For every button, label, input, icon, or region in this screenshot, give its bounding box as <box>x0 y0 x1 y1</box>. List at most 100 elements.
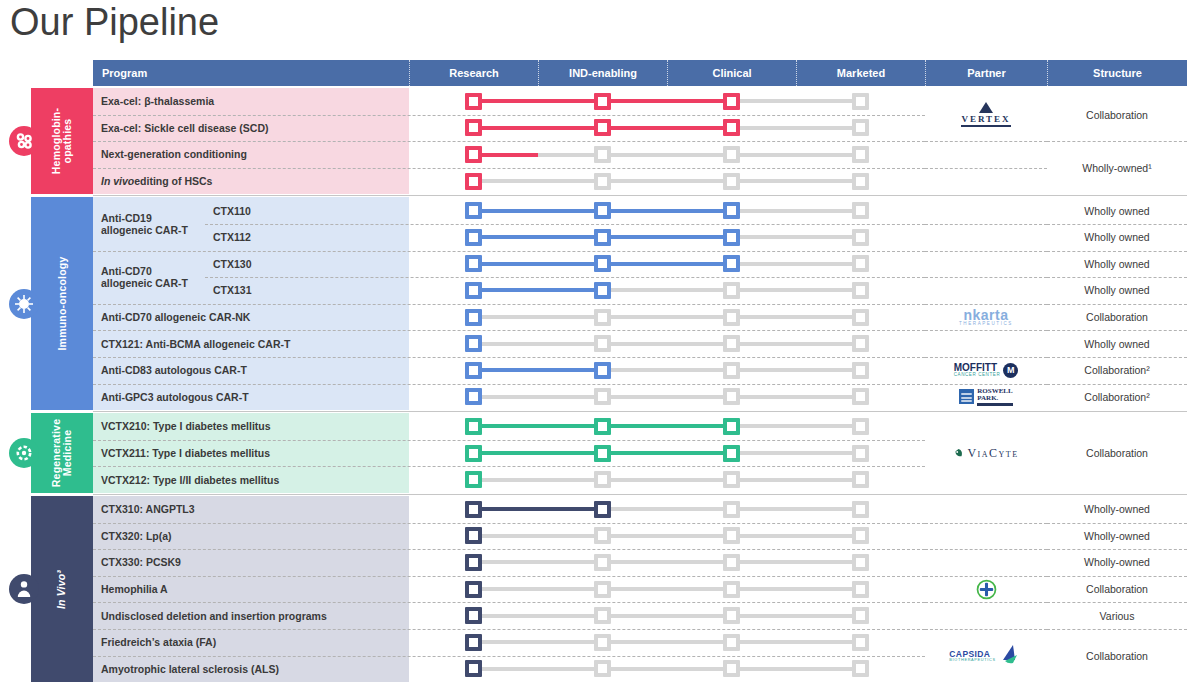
progress-line-inactive <box>739 262 853 266</box>
stage-marker-clinical <box>723 202 740 219</box>
row-separator-dash-structure <box>1047 576 1187 577</box>
row-separator-dash-structure <box>1047 304 1187 305</box>
stage-marker-clinical <box>723 501 740 518</box>
row-separator-dash <box>205 224 925 225</box>
stage-marker-ind-enabling <box>594 93 611 110</box>
row-separator-dash <box>93 384 925 385</box>
stage-marker-research <box>465 309 482 326</box>
row-separator-dash-structure <box>1047 277 1187 278</box>
roswell-logo-row: ROSWELLPARK. <box>959 388 1012 406</box>
bayer-cross-icon <box>976 579 997 600</box>
stage-marker-marketed <box>852 202 869 219</box>
progress-line-inactive <box>739 587 853 591</box>
stage-marker-ind-enabling <box>594 471 611 488</box>
structure-label: Collaboration <box>1047 88 1187 141</box>
progress-line-inactive <box>610 179 724 183</box>
progress-line-inactive <box>739 153 853 157</box>
stage-marker-marketed <box>852 309 869 326</box>
structure-label: Various <box>1047 602 1187 629</box>
stage-marker-clinical <box>723 527 740 544</box>
program-cell: VCTX210: Type I diabetes mellitus <box>93 413 409 440</box>
row-separator-dash-partner <box>925 629 1047 630</box>
group-separator-line <box>93 411 1187 412</box>
stage-marker-research <box>465 471 482 488</box>
progress-line-active <box>610 262 724 266</box>
stage-marker-research <box>465 445 482 462</box>
structure-label: Collaboration² <box>1047 357 1187 384</box>
progress-line-active <box>610 235 724 239</box>
structure-label: Collaboration <box>1047 413 1187 493</box>
row-separator-dash-structure <box>1047 357 1187 358</box>
progress-line-inactive <box>481 478 595 482</box>
progress-line-inactive <box>610 315 724 319</box>
progress-line-inactive <box>481 587 595 591</box>
structure-label: Collaboration <box>1047 629 1187 682</box>
row-separator-dash-partner <box>925 549 1047 550</box>
partner-logo-subtext: THERAPEUTICS <box>959 321 1013 326</box>
row-separator-dash <box>93 330 925 331</box>
stage-marker-ind-enabling <box>594 501 611 518</box>
program-main-label: Anti-CD19 allogeneic CAR-T <box>101 197 205 250</box>
program-cell: VCTX211: Type I diabetes mellitus <box>93 440 409 467</box>
group-bar-in-vivo: In Vivo³ <box>31 496 93 682</box>
program-label: VCTX212: Type I/II diabetes mellitus <box>93 466 409 493</box>
program-label: Hemophilia A <box>93 576 409 603</box>
stage-marker-research <box>465 554 482 571</box>
partner-logo-roswell: ROSWELLPARK. <box>959 388 1012 406</box>
row-separator-dash-structure <box>1047 523 1187 524</box>
pipeline-groups: Hemoglobin- opathiesExa-cel: β-thalassem… <box>8 88 1187 683</box>
program-label: CTX330: PCSK9 <box>93 549 409 576</box>
progress-line-inactive <box>610 587 724 591</box>
row-separator-dash-structure <box>1047 602 1187 603</box>
program-label: Anti-CD70 allogeneic CAR-NK <box>93 304 409 331</box>
stage-marker-research <box>465 362 482 379</box>
viacyte-leaf-icon <box>953 448 964 459</box>
program-cell: Exa-cel: β-thalassemia <box>93 88 409 115</box>
column-header-clinical: Clinical <box>667 60 796 86</box>
progress-line-active <box>610 126 724 130</box>
partner-cell: ROSWELLPARK. <box>925 384 1047 411</box>
progress-line-inactive <box>481 534 595 538</box>
stage-marker-clinical <box>723 418 740 435</box>
progress-line-inactive <box>610 478 724 482</box>
stage-marker-clinical <box>723 388 740 405</box>
row-separator-dash-partner <box>925 168 1047 169</box>
stage-marker-research <box>465 527 482 544</box>
stage-marker-research <box>465 335 482 352</box>
row-separator-dash-partner <box>925 141 1047 142</box>
structure-label: Wholly-owned <box>1047 523 1187 550</box>
stage-marker-ind-enabling <box>594 418 611 435</box>
stage-marker-clinical <box>723 634 740 651</box>
roswell-square-icon <box>959 389 974 404</box>
progress-line-inactive <box>739 126 853 130</box>
progress-line-inactive <box>481 342 595 346</box>
partner-logo-text: nkarta <box>963 309 1008 321</box>
progress-line-partial <box>481 153 538 157</box>
progress-line-inactive <box>739 179 853 183</box>
stage-marker-clinical <box>723 471 740 488</box>
pipeline-group-immuno-oncology: Immuno-oncologyCTX110CTX112CTX130CTX131A… <box>8 197 1187 410</box>
program-cell: Anti-CD83 autologous CAR-T <box>93 357 409 384</box>
partner-logo-text: VERTEX <box>961 114 1010 127</box>
program-cell: CTX330: PCSK9 <box>93 549 409 576</box>
roswell-bar <box>977 403 1012 406</box>
stage-marker-ind-enabling <box>594 282 611 299</box>
stage-marker-ind-enabling <box>594 527 611 544</box>
progress-line-active <box>610 209 724 213</box>
structure-label: Wholly owned <box>1047 224 1187 251</box>
stage-marker-ind-enabling <box>594 581 611 598</box>
program-label: CTX320: Lp(a) <box>93 523 409 550</box>
progress-line-inactive <box>610 368 724 372</box>
row-separator-dash-structure <box>1047 251 1187 252</box>
stage-marker-research <box>465 660 482 677</box>
progress-line-active <box>481 235 595 239</box>
progress-line-active <box>481 126 595 130</box>
program-main-label: Anti-CD70 allogeneic CAR-T <box>101 251 205 304</box>
column-header-structure: Structure <box>1047 60 1187 86</box>
moffitt-logo-row: MOFFITTCANCER CENTERM <box>954 363 1019 378</box>
stage-marker-marketed <box>852 660 869 677</box>
row-separator-dash-partner <box>925 357 1047 358</box>
stage-marker-marketed <box>852 581 869 598</box>
row-separator-dash <box>93 576 925 577</box>
progress-line-inactive <box>610 342 724 346</box>
